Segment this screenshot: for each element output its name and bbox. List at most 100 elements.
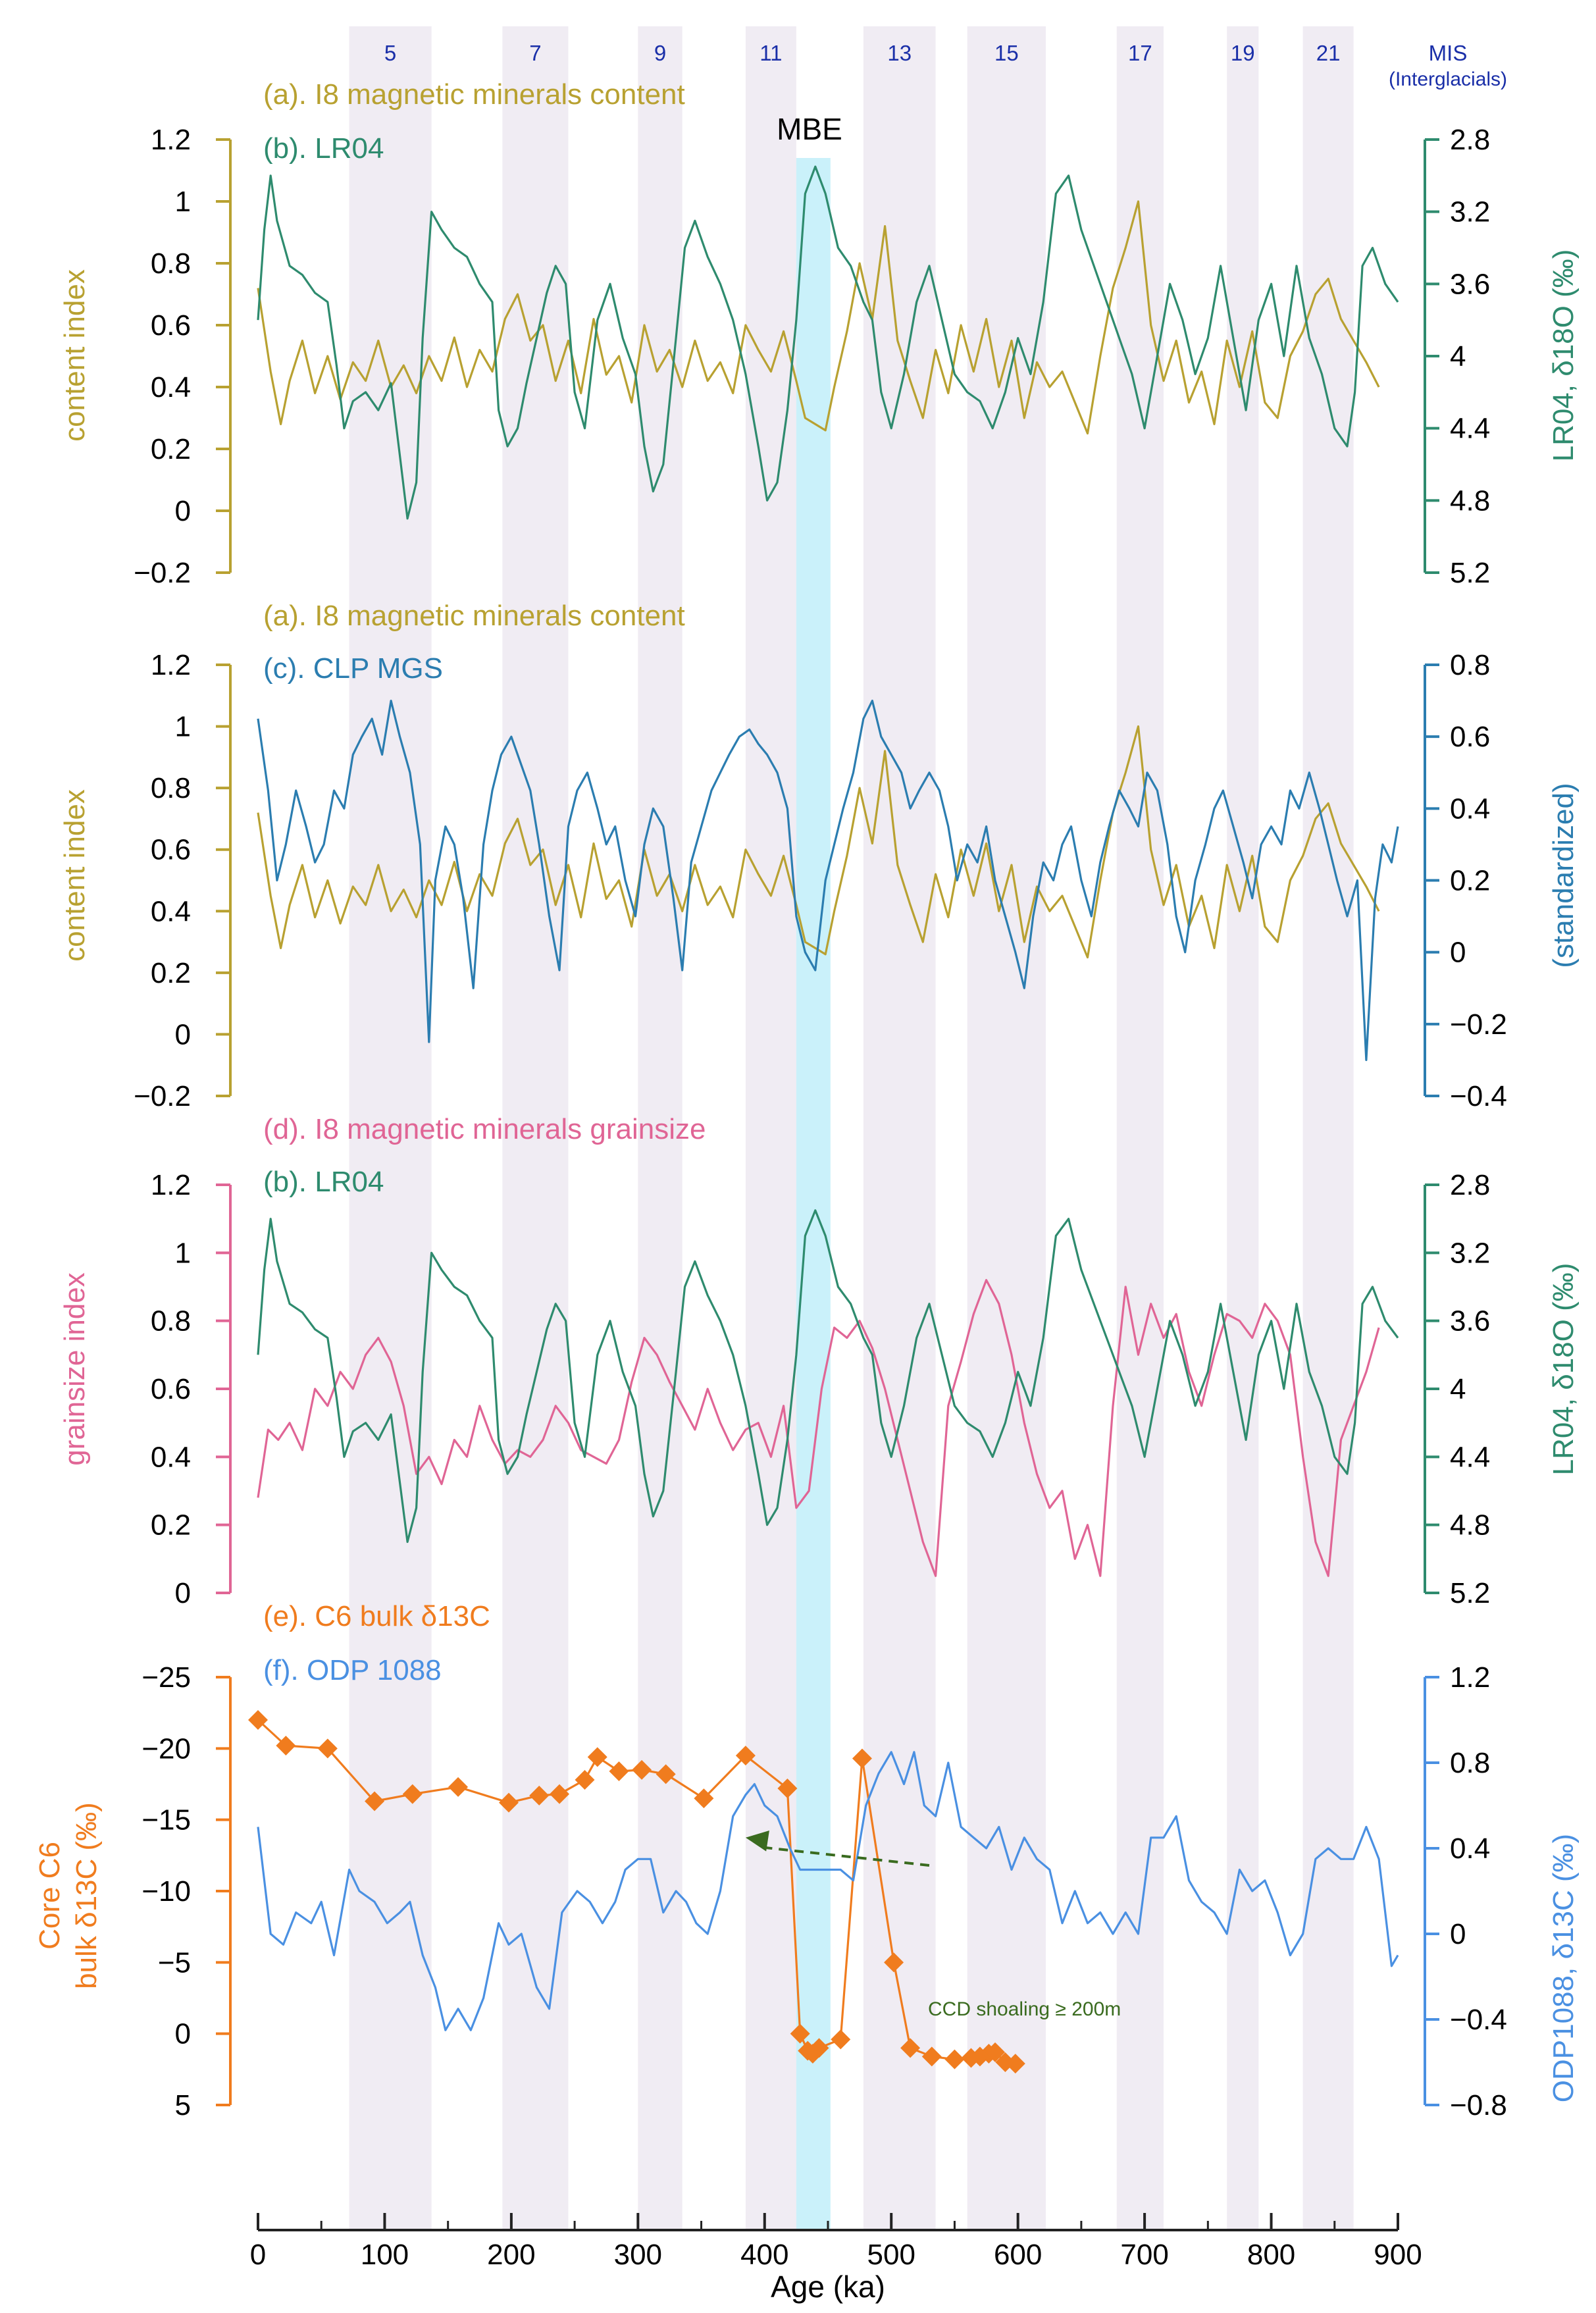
data-point	[694, 1788, 714, 1809]
left-axis-tick-label: −0.2	[134, 1080, 191, 1112]
mis-label: MIS	[1429, 41, 1468, 65]
mbe-rect	[796, 158, 831, 2231]
data-point	[276, 1736, 296, 1755]
left-axis-tick-label: 1	[175, 1237, 191, 1269]
left-axis-tick-label: −10	[142, 1875, 191, 1908]
right-axis-tick-label: 2.8	[1450, 1169, 1490, 1201]
right-axis-tick-label: 0.8	[1450, 649, 1490, 681]
mis-band	[1302, 26, 1354, 2231]
right-axis-tick-label: 3.2	[1450, 196, 1490, 228]
left-axis-tick-label: 0	[175, 1577, 191, 1609]
mis-band	[967, 26, 1046, 2231]
data-point	[656, 1764, 676, 1784]
right-axis-tick-label: 4.8	[1450, 484, 1490, 517]
left-axis-tick-label: 0.2	[151, 1509, 191, 1542]
mis-stage-label: 21	[1316, 41, 1341, 65]
panel2-right-label: (standardized)	[1547, 783, 1580, 968]
data-point	[609, 1761, 629, 1781]
panel3-right-label: LR04, δ18O (‰)	[1547, 1263, 1580, 1476]
panel2-legend-c: (c). CLP MGS	[263, 652, 443, 685]
mis-stage-label: 19	[1231, 41, 1255, 65]
right-axis-tick-label: 4.4	[1450, 413, 1490, 445]
panel2-series	[257, 699, 1399, 1062]
x-axis-tick-label: 700	[1120, 2239, 1168, 2271]
data-point	[632, 1759, 652, 1780]
right-axis-tick-label: 0.2	[1450, 865, 1490, 897]
right-axis-tick-label: 5.2	[1450, 1577, 1490, 1609]
right-axis-tick-label: 0.4	[1450, 793, 1490, 825]
data-point	[831, 2029, 851, 2050]
left-axis-tick-label: −5	[158, 1946, 191, 1979]
data-point	[248, 1710, 268, 1730]
panel-1: (a). I8 magnetic minerals content (b). L…	[59, 78, 1580, 589]
panel4-legend-e: (e). C6 bulk δ13C	[263, 1600, 490, 1632]
panel2-axes: 1.2 1 0.8 0.6 0.4 0.2 0 −0.2 0.8 0.6 0.4 0.2 0 −0.2 −0…	[134, 649, 1507, 1112]
x-axis-tick-label: 800	[1247, 2239, 1295, 2271]
annotation-arrow	[757, 1845, 930, 1867]
panel4-series	[248, 1710, 1399, 2074]
right-axis-tick-label: 4.4	[1450, 1441, 1490, 1473]
right-axis-tick-label: 0.4	[1450, 1832, 1490, 1865]
data-point	[735, 1746, 756, 1766]
mbe-band	[796, 158, 831, 2231]
right-axis-tick-label: 4	[1450, 1373, 1466, 1405]
left-axis-tick-label: 0.4	[151, 895, 191, 927]
panel4-axes: −25 −20 −15 −10 −5 0 5 1.2 0.8 0.4 0 −0.4 −0.8	[142, 1661, 1507, 2121]
left-axis-tick-label: 1.2	[151, 649, 191, 681]
left-axis-tick-label: 1.2	[151, 124, 191, 156]
panel4-right-label: ODP1088, δ13C (‰)	[1547, 1834, 1580, 2102]
panel3-series	[257, 1209, 1399, 1577]
panel1-legend-b: (b). LR04	[263, 132, 384, 165]
mis-stage-label: 5	[384, 41, 396, 65]
right-axis-tick-label: 4.8	[1450, 1509, 1490, 1542]
mis-labels: MIS (Interglacials) 5 7 9 11 13 15 17 19 21	[384, 41, 1507, 90]
mis-sublabel: (Interglacials)	[1389, 68, 1507, 90]
data-point	[944, 2049, 965, 2069]
data-point	[499, 1792, 519, 1813]
data-point	[921, 2046, 942, 2067]
panel3-legend-d: (d). I8 magnetic minerals grainsize	[263, 1113, 706, 1145]
mis-band	[1116, 26, 1164, 2231]
panel1-legend-a: (a). I8 magnetic minerals content	[263, 78, 685, 111]
right-axis-tick-label: −0.2	[1450, 1008, 1507, 1041]
left-axis-tick-label: 0.6	[151, 834, 191, 866]
left-axis-tick-label: 0	[175, 1018, 191, 1051]
data-point	[790, 2023, 810, 2044]
x-axis-tick-label: 200	[487, 2239, 535, 2271]
mis-stage-label: 13	[887, 41, 912, 65]
left-axis-tick-label: 0.4	[151, 371, 191, 403]
mis-bands	[349, 26, 1354, 2231]
left-axis-tick-label: 0.2	[151, 433, 191, 465]
left-axis-tick-label: 1	[175, 186, 191, 218]
annotation-arrowhead	[745, 1831, 769, 1852]
panel1-series	[257, 165, 1399, 520]
right-axis-tick-label: 0	[1450, 1918, 1466, 1950]
left-axis-tick-label: −25	[142, 1661, 191, 1694]
right-axis-tick-label: 3.2	[1450, 1237, 1490, 1269]
series-line	[257, 699, 1399, 1062]
panel1-axes: 1.2 1 0.8 0.6 0.4 0.2 0 −0.2 2.8 3.2 3.6 4 4.4 4.8 5.2	[134, 124, 1490, 589]
x-axis-label: Age (ka)	[771, 2270, 885, 2304]
data-point	[550, 1784, 570, 1804]
mbe-label: MBE	[777, 112, 842, 146]
right-axis-tick-label: −0.8	[1450, 2089, 1507, 2121]
right-axis-tick-label: −0.4	[1450, 1080, 1507, 1112]
panel3-axes: 1.2 1 0.8 0.6 0.4 0.2 0 2.8 3.2 3.6 4 4.4 4.8 5.2	[151, 1169, 1490, 1609]
panel4-left-label-line2: bulk δ13C (‰)	[70, 1802, 103, 1989]
series-line	[257, 1279, 1380, 1577]
annotation-text: CCD shoaling ≥ 200m	[928, 1998, 1121, 2020]
panel1-left-label: content index	[59, 269, 91, 442]
series-line	[257, 200, 1380, 435]
mis-band	[502, 26, 569, 2231]
data-point	[365, 1791, 385, 1811]
data-point	[448, 1777, 469, 1797]
left-axis-tick-label: −15	[142, 1804, 191, 1836]
right-axis-tick-label: 5.2	[1450, 557, 1490, 589]
panel-4: (e). C6 bulk δ13C (f). ODP 1088 Core C6 …	[34, 1600, 1580, 2121]
left-axis-tick-label: 0	[175, 2018, 191, 2050]
data-point	[985, 2042, 1006, 2062]
right-axis-tick-label: 4	[1450, 340, 1466, 373]
series-line	[257, 1209, 1399, 1544]
x-axis-tick-label: 600	[994, 2239, 1042, 2271]
